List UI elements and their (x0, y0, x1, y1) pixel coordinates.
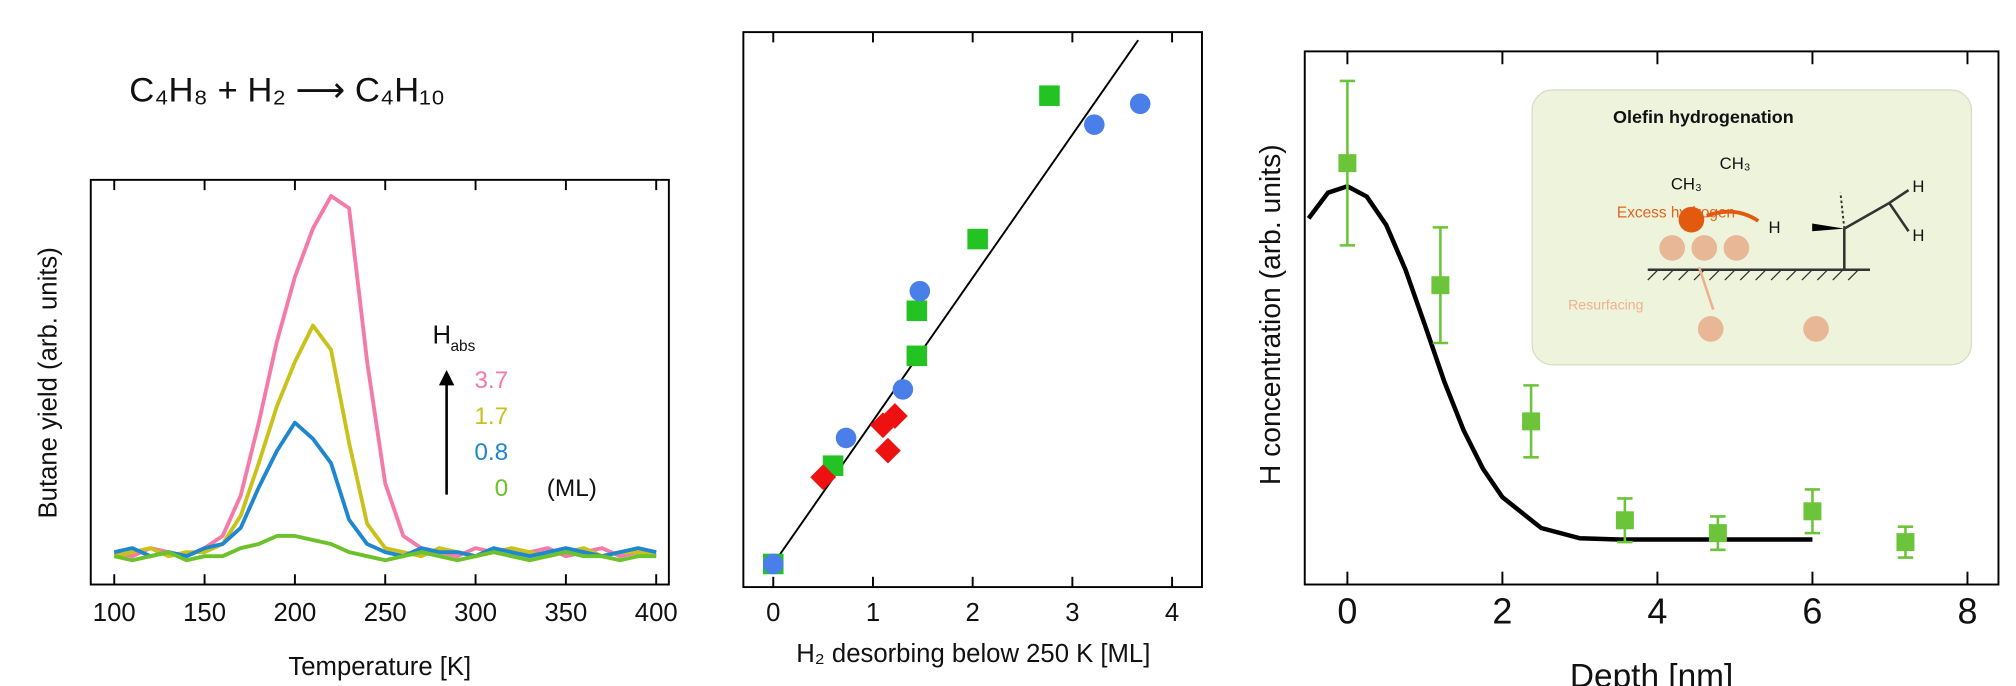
x-tick-label: 6 (1802, 591, 1822, 632)
x-tick-label: 1 (866, 599, 880, 627)
point (1039, 85, 1060, 106)
fit-line (772, 39, 1139, 565)
point (1522, 412, 1541, 431)
inset-title: Olefin hydrogenation (1613, 107, 1794, 127)
inset-bond (1888, 202, 1910, 232)
inset-label: H (1769, 218, 1781, 237)
plot-frame (1303, 50, 2000, 586)
chart: 100 150 200 250 300 350 400 Temperature [K] Buta… (34, 178, 678, 681)
x-tick-label: 0 (766, 599, 780, 627)
point (810, 464, 836, 491)
point (1708, 524, 1727, 543)
point (835, 427, 857, 449)
inset-label: CH₃ (1720, 154, 1751, 173)
line-series (113, 323, 657, 559)
legend-label: 1.7 (474, 403, 508, 430)
inset-atom (1678, 206, 1705, 233)
inset-arrow (1697, 266, 1715, 311)
x-tick-label: 2 (1492, 591, 1512, 632)
inset-bond (1843, 201, 1890, 230)
legend-label: 0 (495, 475, 509, 502)
point (875, 437, 901, 464)
x-tick-label: 200 (273, 599, 316, 627)
inset-bond (1839, 192, 1846, 229)
point (1129, 93, 1151, 115)
inset-label: Resurfacing (1568, 296, 1643, 312)
inset-label: CH₃ (1671, 174, 1702, 193)
x-tick-label: 300 (454, 599, 497, 627)
point (1338, 154, 1357, 173)
x-tick-label: 3 (1065, 599, 1079, 627)
point (906, 300, 928, 322)
line-series (113, 420, 657, 559)
inset-atom (1659, 235, 1686, 261)
point (1615, 511, 1634, 530)
inset-atom (1803, 316, 1829, 342)
x-axis-label: Temperature [K] (288, 653, 471, 681)
fit-line (1306, 183, 1813, 542)
x-tick-label: 4 (1647, 591, 1667, 632)
point (1803, 502, 1822, 521)
x-tick-label: 0 (1337, 591, 1357, 632)
point (967, 228, 988, 250)
legend-unit: (ML) (547, 475, 597, 502)
point (882, 403, 908, 429)
plot-frame (742, 31, 1203, 589)
y-axis-label: Butane yield (arb. units) (34, 247, 62, 518)
x-tick-label: 2 (966, 599, 980, 627)
inset-hatch (1647, 269, 1859, 281)
x-tick-label: 250 (364, 599, 407, 627)
inset-bond (1812, 223, 1845, 232)
x-tick-label: 100 (93, 599, 136, 627)
inset-atom (1723, 235, 1750, 261)
plot-frame (89, 178, 670, 586)
point (1084, 114, 1105, 135)
x-tick-label: 350 (544, 599, 587, 627)
point (762, 553, 784, 575)
x-axis-label: Depth [nm] (1570, 658, 1733, 686)
point (892, 379, 914, 400)
point (1431, 276, 1450, 295)
legend-title: H (432, 321, 451, 349)
point (906, 345, 928, 367)
inset-arrow (1706, 209, 1760, 223)
inset-atom (1697, 316, 1724, 342)
line-series (113, 534, 657, 563)
chart: 0 2 4 6 8 Depth [nm] H concentration (arb. uni… (1254, 50, 2000, 686)
inset-label: H (1912, 226, 1924, 245)
x-tick-label: 400 (635, 599, 678, 627)
legend-title-sub: abs (450, 338, 475, 355)
chart: 0 1 2 3 4 H₂ desorbing below 250 K [ML] (742, 31, 1203, 668)
x-axis-label: H₂ desorbing below 250 K [ML] (796, 640, 1150, 668)
legend-arrow-head (438, 369, 455, 386)
legend-label: 3.7 (474, 367, 508, 394)
inset-label: H (1912, 177, 1924, 196)
x-tick-label: 8 (1957, 591, 1977, 632)
legend: H abs (ML) (432, 321, 596, 502)
point (1896, 533, 1915, 552)
legend-label: 0.8 (474, 439, 508, 466)
inset-bond (1888, 189, 1910, 205)
y-axis-label: H concentration (arb. units) (1254, 144, 1286, 485)
point (909, 280, 931, 302)
x-tick-label: 150 (183, 599, 226, 627)
equation: C₄H₈ + H₂ ⟶ C₄H₁₀ (129, 72, 445, 110)
inset-atom (1691, 235, 1718, 261)
inset: Olefin hydrogenation Excess hydrogen Res… (1531, 89, 1973, 366)
inset-box (1531, 89, 1973, 366)
x-tick-label: 4 (1165, 599, 1179, 627)
inset-label: Excess hydrogen (1617, 204, 1735, 221)
line-series (113, 194, 657, 559)
